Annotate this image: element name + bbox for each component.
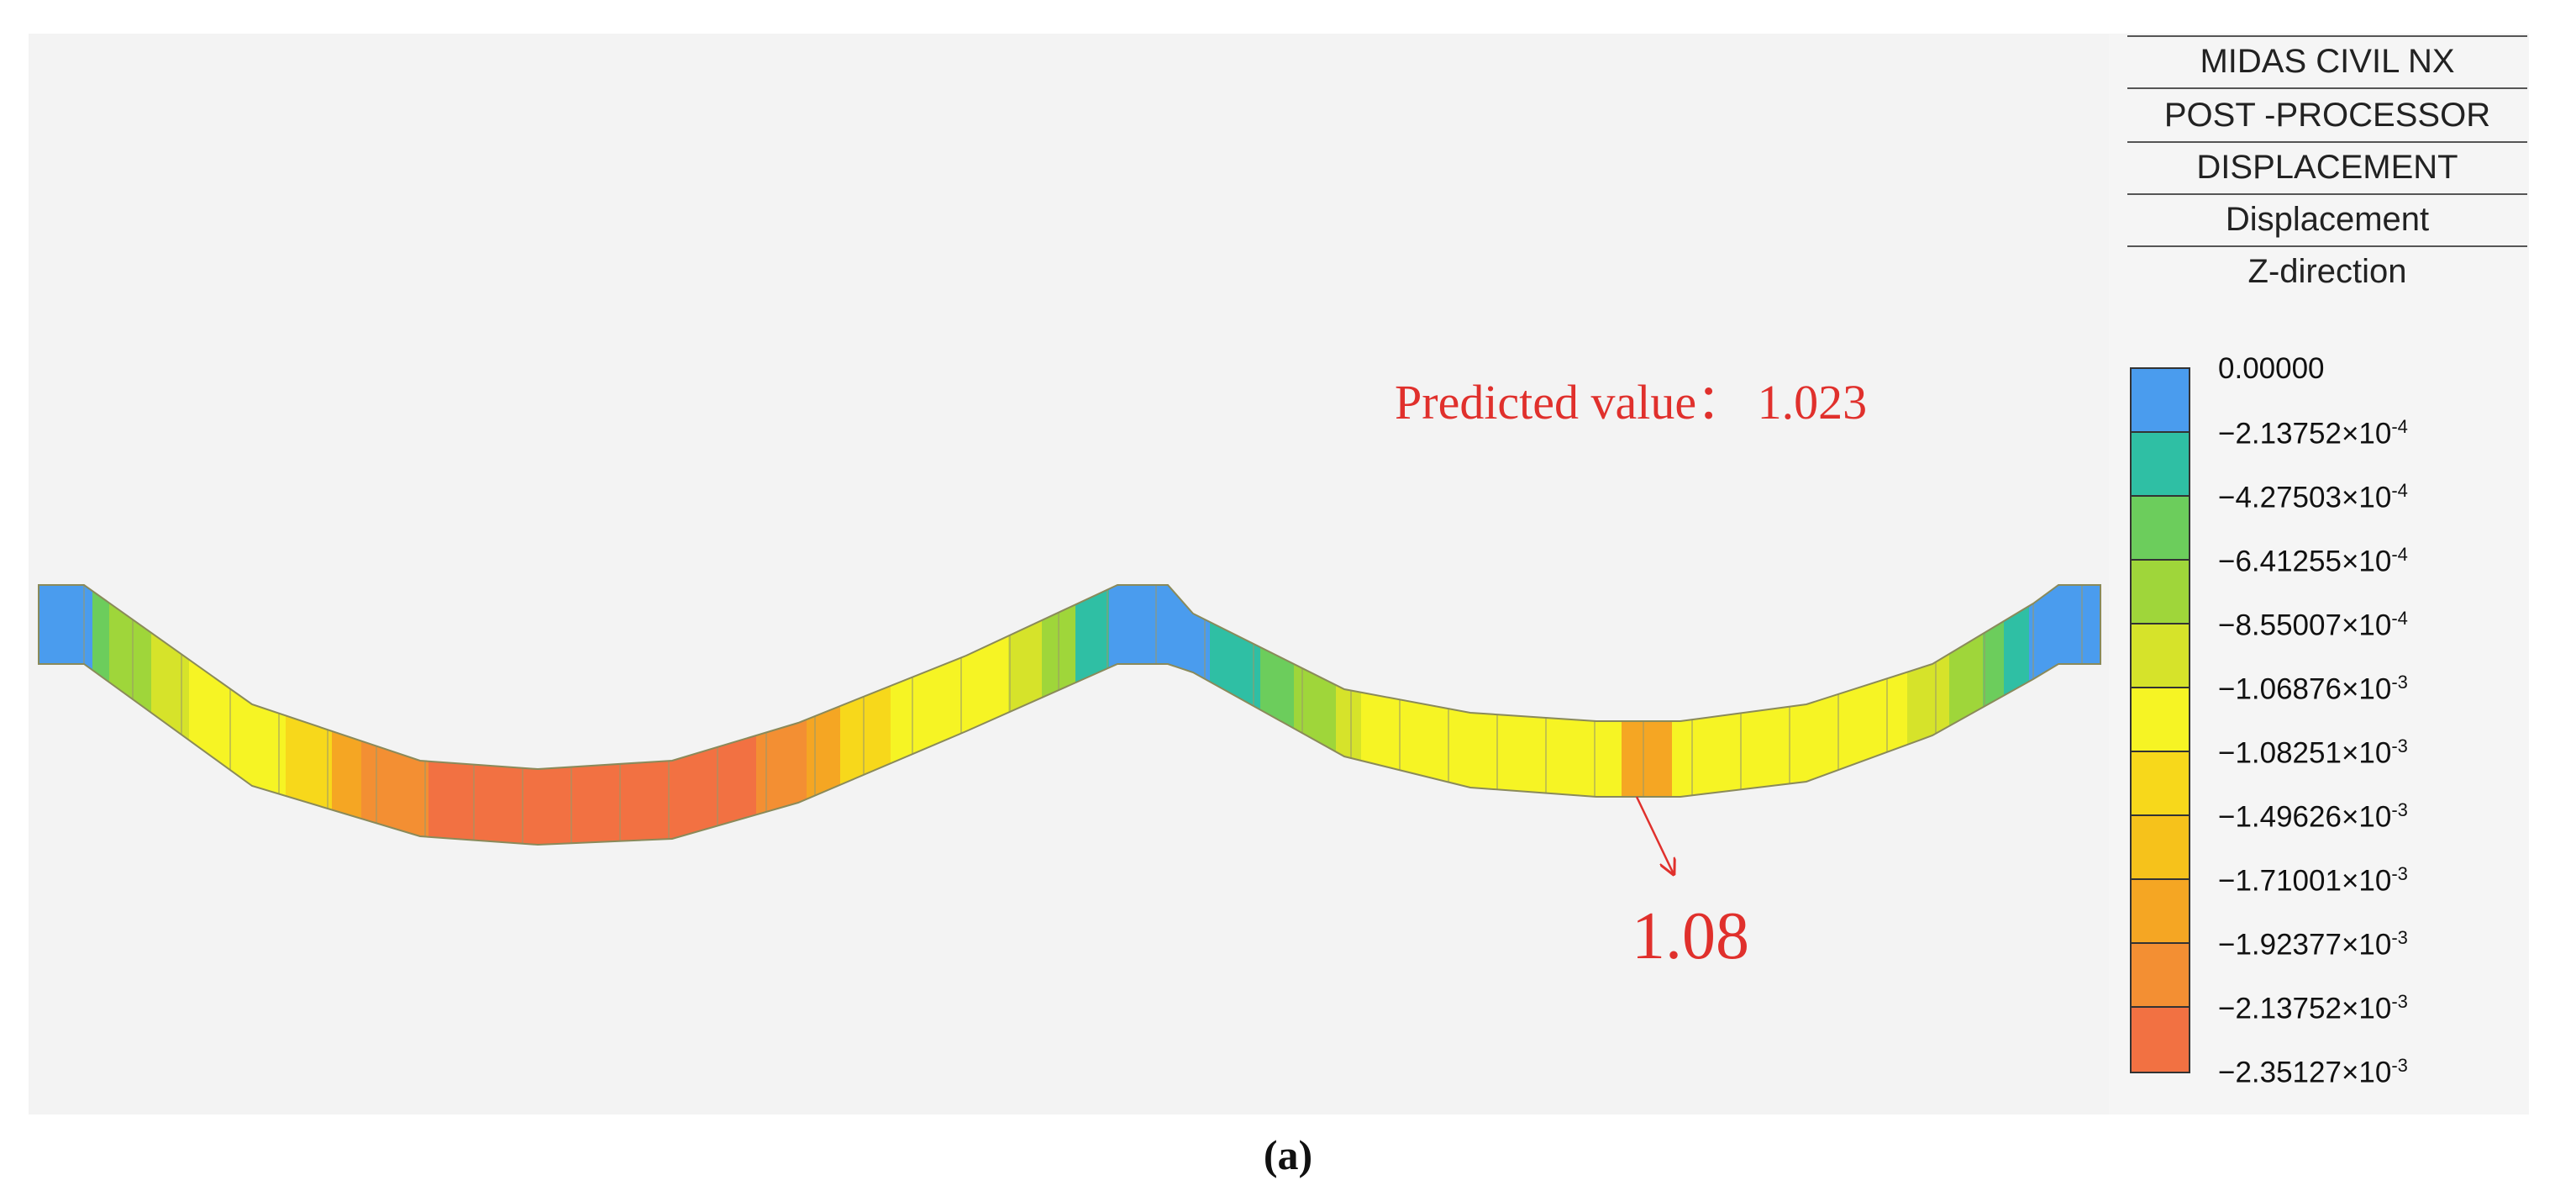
legend-exponent: -4: [2391, 608, 2408, 629]
legend-value: −1.08251×10: [2218, 736, 2392, 770]
header-divider: [2127, 245, 2527, 247]
legend-label: −1.71001×10-3: [2218, 863, 2408, 899]
header-divider: [2127, 141, 2527, 143]
beam-element-band: [2029, 585, 2100, 845]
legend-exponent: -3: [2391, 799, 2408, 820]
legend-exponent: -4: [2391, 544, 2408, 565]
software-title: MIDAS CIVIL NX: [2200, 43, 2455, 80]
legend-label: −4.27503×10-4: [2218, 480, 2408, 515]
legend-label: −1.08251×10-3: [2218, 735, 2408, 771]
beam-element-band: [361, 585, 428, 845]
legend-swatch: [2130, 495, 2190, 562]
legend-swatch: [2130, 751, 2190, 818]
result-type-title: DISPLACEMENT: [2196, 149, 2458, 186]
legend-label: −6.41255×10-4: [2218, 544, 2408, 579]
beam-element-band: [189, 585, 286, 845]
legend-label: −2.35127×10-3: [2218, 1055, 2408, 1090]
beam-outline: [38, 584, 2101, 846]
beam-element-band: [286, 585, 332, 845]
header-divider: [2127, 35, 2527, 37]
legend-swatch: [2130, 623, 2190, 690]
header-divider: [2127, 87, 2527, 89]
legend-value: −2.35127×10: [2218, 1056, 2392, 1089]
legend-label: −2.13752×10-4: [2218, 416, 2408, 451]
legend-exponent: -3: [2391, 735, 2408, 756]
legend-value: −1.49626×10: [2218, 800, 2392, 834]
legend-swatch: [2130, 878, 2190, 946]
legend-value: −1.71001×10: [2218, 864, 2392, 898]
beam-element-band: [1260, 585, 1294, 845]
legend-swatch: [2130, 687, 2190, 754]
legend-value: −2.13752×10: [2218, 992, 2392, 1025]
beam-element-band: [2004, 585, 2029, 845]
legend-exponent: -4: [2391, 416, 2408, 437]
measured-value-label: 1.08: [1632, 899, 1749, 973]
legend-value: −1.92377×10: [2218, 928, 2392, 962]
legend-exponent: -4: [2391, 480, 2408, 501]
legend-swatch: [2130, 942, 2190, 1009]
legend-exponent: -3: [2391, 1055, 2408, 1076]
predicted-value-label: Predicted value： 1.023: [1395, 375, 1867, 429]
beam-element-band: [428, 585, 756, 845]
beam-element-band: [1336, 585, 1361, 845]
beam-element-band: [151, 585, 189, 845]
beam-element-band: [1109, 585, 1210, 845]
beam-element-band: [840, 585, 891, 845]
measurement-arrow: [1635, 796, 1674, 874]
beam-element-band: [807, 585, 840, 845]
legend-label: −2.13752×10-3: [2218, 991, 2408, 1026]
legend-label: −1.06876×10-3: [2218, 672, 2408, 707]
legend-value: −1.06876×10: [2218, 672, 2392, 706]
beam-element-band: [756, 585, 807, 845]
legend-exponent: -3: [2391, 672, 2408, 693]
legend-exponent: -3: [2391, 863, 2408, 884]
legend-exponent: -3: [2391, 991, 2408, 1012]
beam-element-band: [92, 585, 109, 845]
model-viewport[interactable]: [29, 34, 2109, 1115]
beam-element-band: [1042, 585, 1075, 845]
figure-caption: (a): [0, 1130, 2576, 1179]
legend-value: −6.41255×10: [2218, 545, 2392, 578]
legend-swatch: [2130, 1006, 2190, 1073]
module-title: POST -PROCESSOR: [2163, 97, 2491, 134]
legend-swatch: [2130, 367, 2190, 435]
caption-text: (a): [1263, 1131, 1313, 1178]
beam-element-band: [109, 585, 151, 845]
legend-value: 0.00000: [2218, 352, 2325, 385]
legend-label: −8.55007×10-4: [2218, 608, 2408, 643]
beam-element-band: [1907, 585, 1949, 845]
beam-element-band: [1949, 585, 1983, 845]
beam-element-band: [1294, 585, 1336, 845]
beam-element-band: [891, 585, 1008, 845]
beam-element-band: [1008, 585, 1042, 845]
legend-label: 0.00000: [2218, 352, 2325, 386]
legend-value: −2.13752×10: [2218, 417, 2392, 451]
legend-exponent: -3: [2391, 927, 2408, 948]
legend-swatch: [2130, 559, 2190, 626]
legend-value: −4.27503×10: [2218, 481, 2392, 514]
legend-value: −8.55007×10: [2218, 609, 2392, 642]
component-title: Displacement: [2225, 201, 2430, 238]
legend-label: −1.92377×10-3: [2218, 927, 2408, 962]
legend-swatch: [2130, 814, 2190, 882]
direction-title: Z-direction: [2247, 253, 2407, 290]
legend-swatch: [2130, 431, 2190, 498]
legend-label: −1.49626×10-3: [2218, 799, 2408, 835]
beam-element-band: [1075, 585, 1109, 845]
header-divider: [2127, 193, 2527, 195]
